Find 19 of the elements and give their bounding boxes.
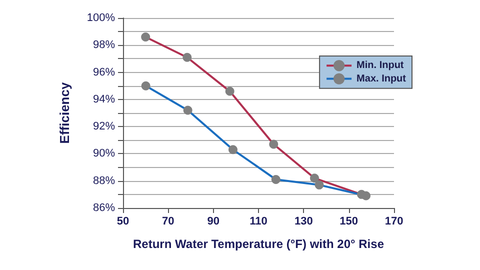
y-tick-label: 100%: [86, 12, 116, 24]
x-tick-label: 70: [162, 216, 174, 228]
y-tick-label: 92%: [92, 120, 116, 133]
x-tick-label: 170: [384, 216, 404, 228]
y-tick-label: 86%: [92, 202, 116, 214]
y-tick-label: 88%: [92, 174, 116, 187]
y-tick-label: 90%: [92, 148, 116, 160]
y-axis-title: Efficiency: [57, 82, 72, 144]
y-tick-label: 94%: [92, 93, 116, 106]
x-tick-label: 150: [340, 216, 358, 228]
x-axis-title: Return Water Temperature (°F) with 20° Rise: [133, 237, 384, 251]
x-tick-label: 130: [294, 216, 313, 228]
legend-label: Max. Input: [356, 73, 407, 84]
y-tick-label: 96%: [92, 66, 116, 78]
legend-label: Min. Input: [356, 60, 404, 72]
y-tick-label: 98%: [92, 39, 116, 52]
x-tick-label: 90: [207, 216, 220, 228]
x-tick-label: 50: [116, 216, 130, 228]
x-tick-label: 110: [250, 216, 268, 228]
